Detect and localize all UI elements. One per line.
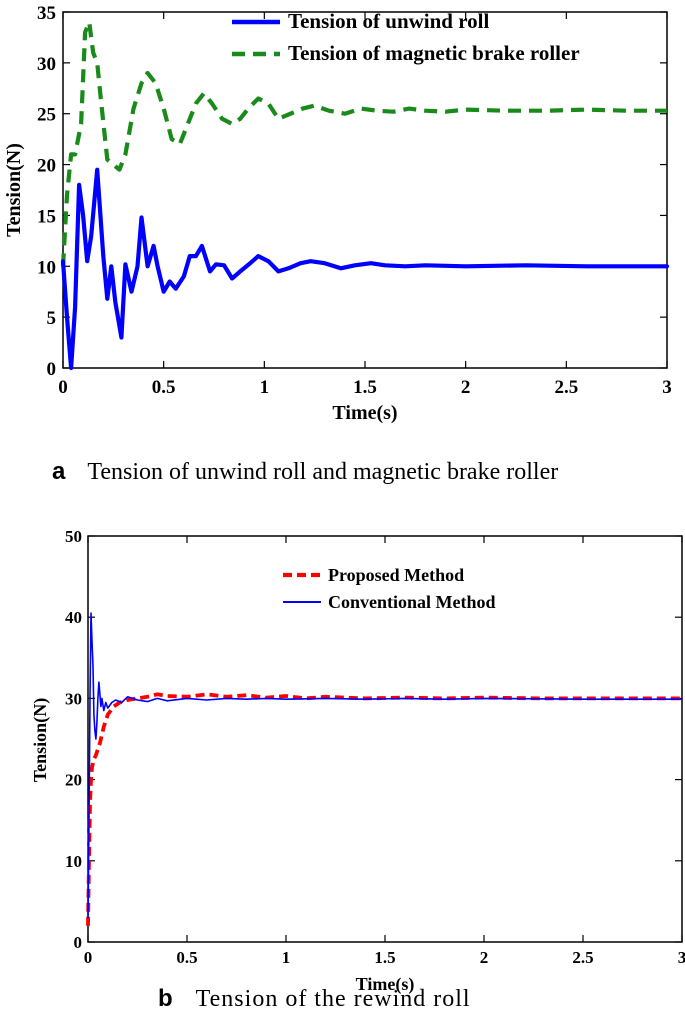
x-tick-label: 0.5 bbox=[176, 948, 197, 967]
x-tick-label: 2 bbox=[480, 948, 489, 967]
legend-label-2: Tension of magnetic brake roller bbox=[288, 41, 580, 65]
caption-b-text: Tension of the rewind roll bbox=[195, 986, 471, 1012]
y-tick-label: 15 bbox=[37, 206, 56, 227]
x-tick-label: 2.5 bbox=[572, 948, 593, 967]
chart-a-series bbox=[60, 20, 670, 371]
chart-a-axes-box bbox=[62, 11, 668, 369]
x-tick-label: 0.5 bbox=[152, 377, 176, 398]
y-tick-label: 20 bbox=[65, 771, 82, 790]
series-line-1 bbox=[86, 692, 682, 926]
y-tick-label: 30 bbox=[37, 54, 56, 75]
legend-label-1: Proposed Method bbox=[328, 565, 464, 585]
x-tick-label: 1.5 bbox=[374, 948, 395, 967]
chart-b-y-axis-label: Tension(N) bbox=[30, 698, 51, 782]
y-tick-label: 30 bbox=[65, 689, 82, 708]
y-tick-label: 10 bbox=[37, 257, 56, 278]
y-tick-label: 50 bbox=[65, 527, 82, 546]
x-tick-label: 1 bbox=[260, 377, 270, 398]
y-tick-label: 25 bbox=[37, 105, 56, 126]
series-line-1 bbox=[60, 167, 670, 371]
x-tick-label: 1 bbox=[282, 948, 291, 967]
caption-b: b Tension of the rewind roll bbox=[158, 985, 471, 1013]
legend-label-2: Conventional Method bbox=[328, 592, 496, 612]
x-tick-label: 0 bbox=[84, 948, 93, 967]
x-tick-label: 2.5 bbox=[554, 377, 578, 398]
x-tick-label: 1.5 bbox=[353, 377, 377, 398]
y-tick-label: 10 bbox=[65, 852, 82, 871]
y-tick-label: 40 bbox=[65, 608, 82, 627]
series-line-2 bbox=[60, 20, 667, 267]
y-tick-label: 0 bbox=[47, 359, 57, 380]
y-tick-label: 5 bbox=[47, 308, 57, 329]
caption-a-text: Tension of unwind roll and magnetic brak… bbox=[87, 459, 559, 485]
chart-b-series bbox=[86, 612, 683, 926]
chart-b-legend: Proposed Method Conventional Method bbox=[283, 565, 496, 612]
chart-b-x-axis-label: Time(s) bbox=[356, 974, 415, 995]
x-tick-label: 2 bbox=[461, 377, 471, 398]
x-tick-label: 3 bbox=[662, 377, 672, 398]
chart-a-x-axis-label: Time(s) bbox=[332, 402, 397, 424]
caption-a: a Tension of unwind roll and magnetic bra… bbox=[52, 458, 558, 486]
x-tick-label: 0 bbox=[58, 377, 68, 398]
series-line-2 bbox=[87, 612, 683, 919]
y-tick-label: 0 bbox=[74, 933, 83, 952]
chart-a-legend: Tension of unwind roll Tension of magneti… bbox=[232, 9, 580, 65]
chart-a-y-axis-label: Tension(N) bbox=[3, 143, 25, 237]
caption-b-letter: b bbox=[158, 985, 174, 1012]
y-tick-label: 20 bbox=[37, 156, 56, 177]
legend-label-1: Tension of unwind roll bbox=[288, 9, 490, 33]
x-tick-label: 3 bbox=[678, 948, 685, 967]
caption-a-letter: a bbox=[52, 458, 66, 485]
y-tick-label: 35 bbox=[37, 3, 56, 24]
